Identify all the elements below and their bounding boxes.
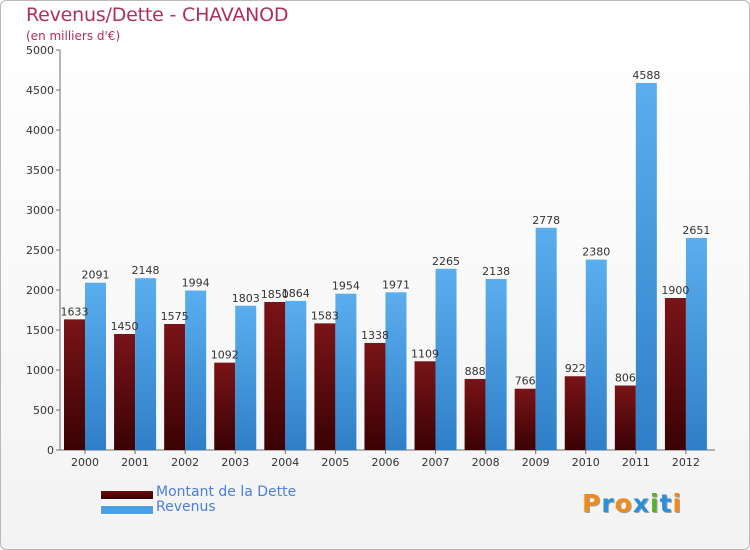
y-tick-label: 5000 bbox=[26, 44, 54, 57]
bar-revenus bbox=[485, 278, 507, 450]
y-tick-label: 3000 bbox=[26, 204, 54, 217]
x-tick-label: 2008 bbox=[472, 456, 500, 469]
y-tick-label: 0 bbox=[47, 444, 54, 457]
x-tick-label: 2009 bbox=[522, 456, 550, 469]
bar-revenus bbox=[685, 237, 707, 450]
bar-dette bbox=[414, 361, 436, 450]
x-tick-label: 2012 bbox=[672, 456, 700, 469]
bar-revenus bbox=[385, 292, 407, 450]
x-tick-label: 2001 bbox=[121, 456, 149, 469]
proxiti-logo: Proxiti bbox=[582, 489, 682, 518]
value-label-revenus: 2148 bbox=[132, 264, 160, 277]
value-label-dette: 1850 bbox=[261, 288, 289, 301]
bar-revenus bbox=[135, 278, 157, 450]
x-tick-label: 2000 bbox=[71, 456, 99, 469]
y-tick-label: 1500 bbox=[26, 324, 54, 337]
value-label-revenus: 1864 bbox=[282, 287, 310, 300]
value-label-revenus: 2651 bbox=[682, 224, 710, 237]
value-label-revenus: 2265 bbox=[432, 255, 460, 268]
bar-dette bbox=[214, 362, 236, 450]
bar-dette bbox=[64, 319, 85, 450]
bar-revenus bbox=[435, 268, 457, 450]
value-label-dette: 1900 bbox=[661, 284, 689, 297]
bar-revenus bbox=[185, 290, 207, 450]
bar-revenus bbox=[535, 227, 557, 450]
value-label-dette: 922 bbox=[565, 362, 586, 375]
bar-dette bbox=[114, 334, 136, 450]
x-tick-label: 2003 bbox=[221, 456, 249, 469]
bar-revenus bbox=[635, 82, 657, 451]
x-tick-label: 2011 bbox=[622, 456, 650, 469]
bar-revenus bbox=[235, 305, 257, 450]
legend-swatch-dette bbox=[100, 490, 154, 500]
value-label-revenus: 1994 bbox=[182, 276, 210, 289]
y-tick-label: 2500 bbox=[26, 244, 54, 257]
value-label-revenus: 1954 bbox=[332, 280, 360, 293]
logo-letter: o bbox=[614, 489, 633, 518]
value-label-revenus: 2138 bbox=[482, 265, 510, 278]
value-label-dette: 1109 bbox=[411, 347, 439, 360]
bar-revenus bbox=[85, 282, 106, 450]
legend-label-revenus: Revenus bbox=[156, 499, 216, 515]
value-label-dette: 888 bbox=[465, 365, 486, 378]
logo-letter: t bbox=[659, 489, 673, 518]
logo-letter: i bbox=[650, 489, 660, 518]
bar-dette bbox=[664, 298, 686, 450]
value-label-dette: 1575 bbox=[161, 310, 189, 323]
bar-dette bbox=[314, 323, 336, 450]
value-label-revenus: 1971 bbox=[382, 278, 410, 291]
y-tick-label: 4000 bbox=[26, 124, 54, 137]
x-tick-label: 2004 bbox=[271, 456, 299, 469]
value-label-dette: 1583 bbox=[311, 309, 339, 322]
bar-revenus bbox=[585, 259, 607, 450]
bar-dette bbox=[264, 302, 286, 450]
y-tick-label: 2000 bbox=[26, 284, 54, 297]
value-label-dette: 806 bbox=[615, 372, 636, 385]
logo-letter: r bbox=[601, 489, 615, 518]
y-tick-label: 1000 bbox=[26, 364, 54, 377]
value-label-dette: 1450 bbox=[111, 320, 139, 333]
bar-dette bbox=[564, 376, 586, 450]
value-label-dette: 766 bbox=[515, 375, 536, 388]
logo-letter: P bbox=[582, 489, 602, 518]
x-tick-label: 2006 bbox=[371, 456, 399, 469]
logo-letter: x bbox=[632, 489, 650, 518]
logo-letter: i bbox=[672, 489, 683, 518]
legend-label-dette: Montant de la Dette bbox=[156, 484, 297, 500]
value-label-revenus: 2778 bbox=[532, 214, 560, 227]
bar-dette bbox=[614, 385, 636, 450]
y-tick-label: 4500 bbox=[26, 84, 54, 97]
x-tick-label: 2010 bbox=[572, 456, 600, 469]
bar-dette bbox=[514, 388, 536, 450]
bar-dette bbox=[364, 342, 386, 450]
bar-revenus bbox=[285, 300, 307, 450]
y-tick-label: 500 bbox=[33, 404, 54, 417]
legend-swatch-revenus bbox=[100, 505, 154, 515]
value-label-revenus: 4588 bbox=[632, 69, 660, 82]
x-tick-label: 2002 bbox=[171, 456, 199, 469]
x-tick-label: 2007 bbox=[422, 456, 450, 469]
x-tick-label: 2005 bbox=[321, 456, 349, 469]
bar-dette bbox=[164, 324, 186, 450]
y-tick-label: 3500 bbox=[26, 164, 54, 177]
value-label-dette: 1338 bbox=[361, 329, 389, 342]
value-label-dette: 1633 bbox=[61, 305, 89, 318]
value-label-dette: 1092 bbox=[211, 349, 239, 362]
chart-title: Revenus/Dette - CHAVANOD bbox=[26, 4, 289, 26]
value-label-revenus: 2380 bbox=[582, 246, 610, 259]
value-label-revenus: 2091 bbox=[82, 269, 110, 282]
bar-dette bbox=[464, 378, 486, 450]
chart-subtitle: (en milliers d'€) bbox=[26, 29, 121, 43]
value-label-revenus: 1803 bbox=[232, 292, 260, 305]
bar-revenus bbox=[335, 293, 357, 450]
